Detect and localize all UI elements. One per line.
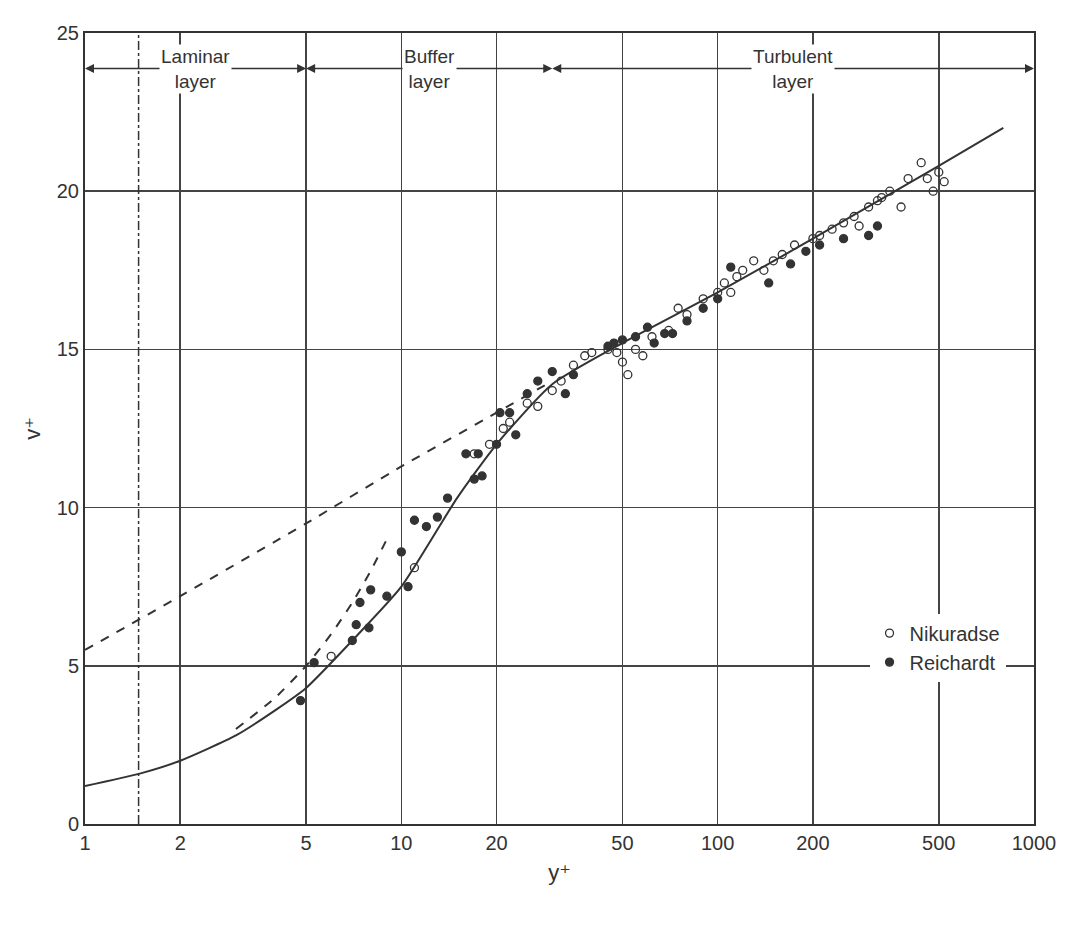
svg-text:Laminarlayer: Laminarlayer — [161, 46, 230, 92]
svg-text:1: 1 — [79, 832, 90, 854]
svg-text:Reichardt: Reichardt — [910, 652, 996, 674]
svg-text:5: 5 — [301, 832, 312, 854]
svg-text:5: 5 — [68, 655, 79, 677]
svg-text:50: 50 — [611, 832, 633, 854]
svg-text:0: 0 — [68, 813, 79, 835]
svg-text:100: 100 — [701, 832, 734, 854]
svg-text:20: 20 — [57, 180, 79, 202]
svg-text:10: 10 — [390, 832, 412, 854]
svg-text:2: 2 — [175, 832, 186, 854]
svg-text:25: 25 — [57, 22, 79, 44]
svg-text:20: 20 — [485, 832, 507, 854]
svg-text:1000: 1000 — [1012, 832, 1057, 854]
svg-text:10: 10 — [57, 497, 79, 519]
svg-text:v⁺: v⁺ — [20, 417, 45, 440]
svg-text:500: 500 — [922, 832, 955, 854]
svg-text:15: 15 — [57, 338, 79, 360]
svg-text:Nikuradse: Nikuradse — [910, 623, 1000, 645]
svg-text:y⁺: y⁺ — [548, 860, 571, 885]
svg-text:Turbulentlayer: Turbulentlayer — [753, 46, 833, 92]
svg-text:Bufferlayer: Bufferlayer — [404, 46, 455, 92]
svg-text:200: 200 — [796, 832, 829, 854]
